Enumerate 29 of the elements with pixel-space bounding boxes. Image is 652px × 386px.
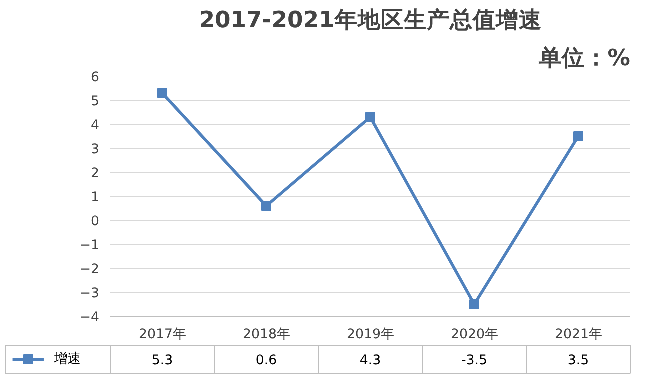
point <box>158 88 168 98</box>
y-tick-label: −1 <box>80 238 100 254</box>
x-tick-label: 2019年 <box>347 328 394 342</box>
y-tick-label: −4 <box>80 310 100 326</box>
y-tick-label: 1 <box>91 190 100 206</box>
y-tick-label: 4 <box>91 118 100 134</box>
y-tick-label: 3 <box>91 142 100 158</box>
point <box>470 300 480 310</box>
data-label: 3.5 <box>568 354 590 368</box>
y-tick-label: 5 <box>91 94 100 110</box>
point <box>574 132 584 142</box>
x-tick-label: 2020年 <box>451 328 498 342</box>
y-tick-label: −3 <box>80 286 100 302</box>
x-tick-label: 2018年 <box>243 328 290 342</box>
y-tick-label: 0 <box>91 214 100 230</box>
x-tick-label: 2017年 <box>139 328 186 342</box>
y-tick-label: 6 <box>91 70 100 86</box>
y-tick-label: −2 <box>80 262 100 278</box>
data-label: 0.6 <box>256 354 278 368</box>
chart-title: 2017-2021年地区生产总值增速 <box>199 8 542 34</box>
y-tick-label: 2 <box>91 166 100 182</box>
chart-subtitle: 单位：% <box>538 46 631 72</box>
x-tick-label: 2021年 <box>555 328 602 342</box>
data-label: -3.5 <box>461 354 488 368</box>
data-label: 4.3 <box>360 354 382 368</box>
legend-label: 增速 <box>53 352 80 367</box>
point <box>262 201 272 212</box>
data-label: 5.3 <box>152 354 174 368</box>
point <box>366 112 376 122</box>
